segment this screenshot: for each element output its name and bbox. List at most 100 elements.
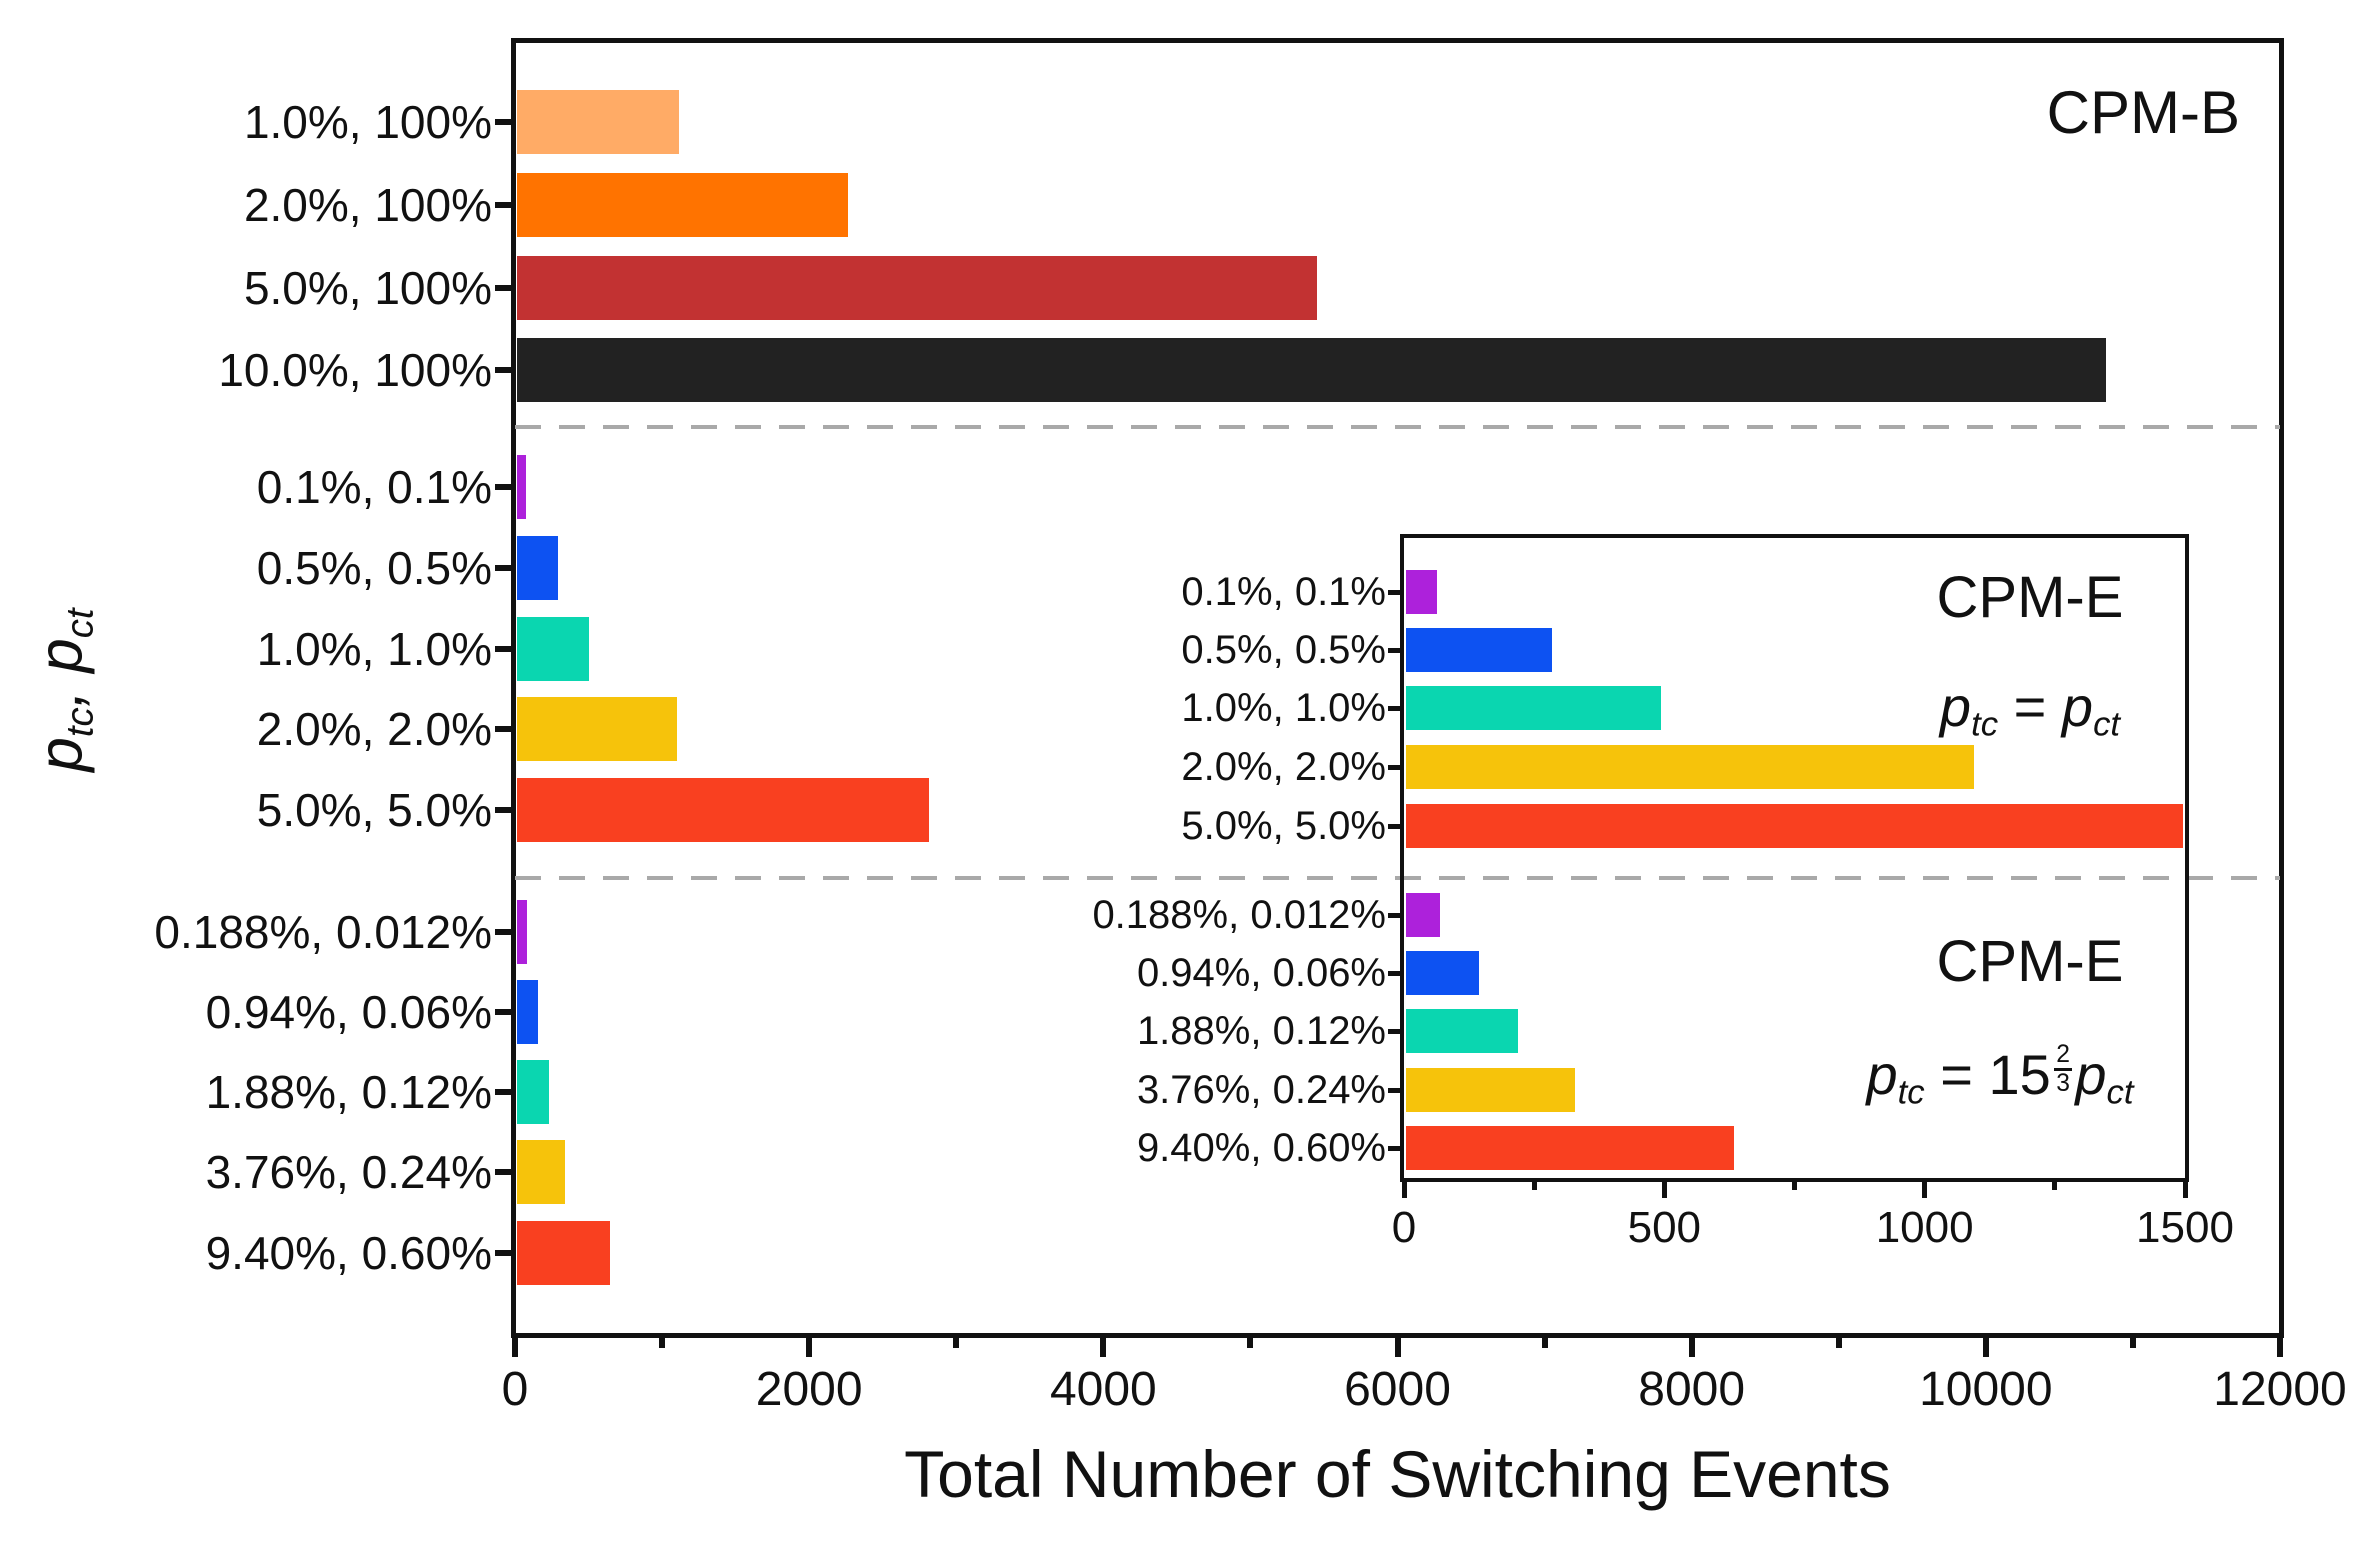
y-tick (495, 1169, 515, 1175)
inset-bar (1406, 951, 1479, 995)
bar (517, 536, 558, 600)
ct-subscript: ct (58, 608, 102, 639)
p-symbol: p (2075, 1042, 2107, 1106)
y-tick (495, 1250, 515, 1256)
inset-ratio-condition-formula: ptc = 15 2 3 pct (1700, 1042, 2300, 1124)
group-separator-line (515, 425, 2280, 429)
bar (517, 1060, 549, 1124)
bar (517, 697, 677, 761)
inset-y-tick (1388, 590, 1404, 595)
x-minor-tick (2129, 1333, 2136, 1348)
p-symbol: p (1866, 1042, 1898, 1106)
y-tick (495, 119, 515, 125)
x-tick (806, 1333, 813, 1357)
inset-x-tick (1401, 1178, 1407, 1198)
x-minor-tick (1835, 1333, 1842, 1348)
x-tick (1394, 1333, 1401, 1357)
tc-subscript: tc (1971, 705, 1999, 744)
x-tick-label: 2000 (755, 1363, 863, 1416)
bar (517, 778, 929, 842)
inset-x-tick-label: 0 (1391, 1203, 1417, 1252)
x-tick-label: 12000 (2213, 1363, 2347, 1416)
inset-y-tick (1388, 1029, 1404, 1034)
category-label: 1.0%, 100% (243, 96, 492, 148)
inset-bar (1406, 686, 1661, 730)
ct-subscript: ct (2093, 705, 2121, 744)
y-tick (495, 1089, 515, 1095)
inset-category-label: 1.88%, 0.12% (1136, 1009, 1386, 1053)
inset-category-label: 9.40%, 0.60% (1136, 1126, 1386, 1170)
inset-x-minor-tick (1792, 1178, 1797, 1190)
bar (517, 455, 526, 519)
p-symbol: p (2061, 675, 2094, 738)
bar (517, 256, 1317, 320)
x-axis-title: Total Number of Switching Events (904, 1437, 1891, 1511)
inset-y-tick (1388, 1088, 1404, 1093)
category-label: 0.5%, 0.5% (256, 542, 492, 594)
category-label: 5.0%, 100% (243, 262, 492, 314)
y-tick (495, 1009, 515, 1015)
y-tick (495, 929, 515, 935)
bar (517, 90, 679, 154)
y-tick (495, 726, 515, 732)
bar (517, 980, 538, 1044)
category-label: 3.76%, 0.24% (205, 1146, 492, 1198)
inset-x-minor-tick (2052, 1178, 2058, 1190)
p-symbol: p (1939, 675, 1972, 738)
inset-x-minor-tick (1531, 1178, 1537, 1190)
x-minor-tick (659, 1333, 666, 1348)
equals-sign: = (1998, 675, 2062, 738)
inset-category-label: 0.94%, 0.06% (1136, 951, 1386, 995)
inset-x-tick (1661, 1178, 1667, 1198)
inset-y-tick (1388, 913, 1404, 918)
inset-category-label: 2.0%, 2.0% (1181, 745, 1386, 789)
inset-bar (1406, 804, 2183, 848)
category-label: 5.0%, 5.0% (256, 784, 492, 836)
x-tick-label: 6000 (1344, 1363, 1451, 1416)
x-minor-tick (953, 1333, 960, 1348)
y-tick (495, 202, 515, 208)
y-tick (495, 807, 515, 813)
category-label: 0.188%, 0.012% (154, 906, 492, 958)
ct-subscript: ct (2106, 1073, 2134, 1112)
y-tick (495, 367, 515, 373)
category-label: 2.0%, 2.0% (256, 703, 492, 755)
category-label: 2.0%, 100% (243, 179, 492, 231)
x-tick-label: 8000 (1638, 1363, 1746, 1416)
tc-subscript: tc (58, 707, 102, 738)
inset-y-tick (1388, 648, 1404, 653)
equals-sign: = (1924, 1042, 1989, 1106)
coefficient: 15 (1988, 1042, 2051, 1106)
bar (517, 173, 848, 237)
p-symbol: p (26, 737, 96, 772)
x-tick (2277, 1333, 2283, 1357)
bar (517, 1221, 610, 1285)
inset-category-label: 1.0%, 1.0% (1181, 686, 1386, 730)
inset-bar (1406, 1068, 1575, 1112)
x-minor-tick (1247, 1333, 1254, 1348)
inset-x-tick-label: 500 (1627, 1203, 1702, 1252)
inset-category-label: 5.0%, 5.0% (1181, 804, 1386, 848)
inset-y-tick (1388, 765, 1404, 770)
y-tick (495, 484, 515, 490)
category-label: 0.1%, 0.1% (256, 461, 492, 513)
x-tick (1688, 1333, 1695, 1357)
fraction-denominator: 3 (2056, 1069, 2070, 1097)
x-tick (1100, 1333, 1107, 1357)
inset-bar (1406, 745, 1974, 789)
y-tick (495, 646, 515, 652)
category-label: 1.0%, 1.0% (256, 623, 492, 675)
inset-bar (1406, 628, 1552, 672)
x-tick (512, 1333, 518, 1357)
y-tick (495, 565, 515, 571)
inset-cpm-e-top-label: CPM-E (1936, 565, 2124, 630)
inset-category-label: 0.5%, 0.5% (1181, 628, 1386, 672)
category-label: 0.94%, 0.06% (205, 986, 492, 1038)
inset-y-tick (1388, 971, 1404, 976)
x-tick-label: 10000 (1919, 1363, 2053, 1416)
cpmb-label: CPM-B (2046, 79, 2240, 146)
y-tick (495, 285, 515, 291)
inset-y-tick (1388, 706, 1404, 711)
